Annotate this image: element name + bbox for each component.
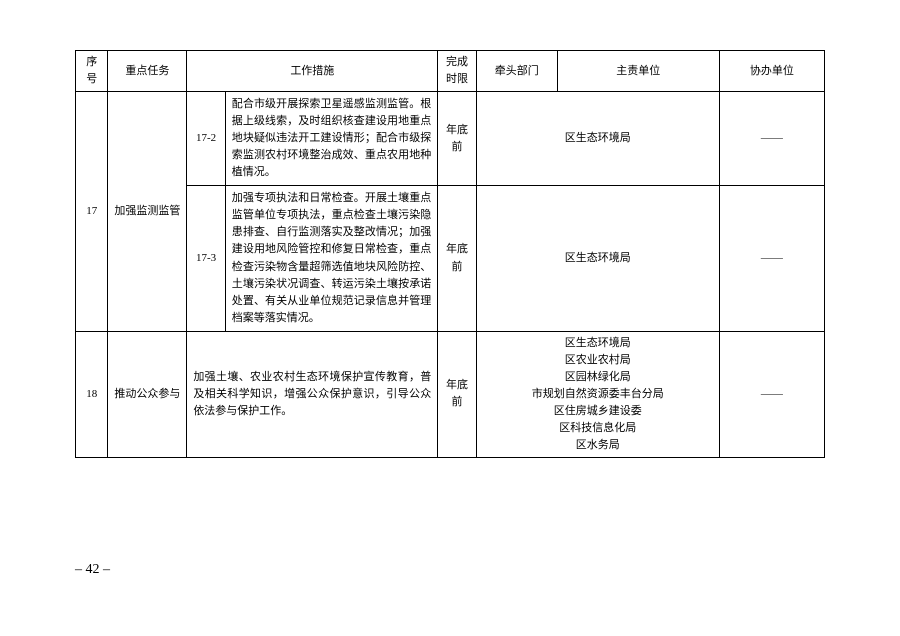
task-table: 序号 重点任务 工作措施 完成 时限 牵头部门 主责单位 协办单位 17 加强监…: [75, 50, 825, 458]
header-responsible: 主责单位: [557, 51, 719, 92]
header-measure: 工作措施: [187, 51, 438, 92]
cell-task: 加强监测监管: [108, 92, 187, 332]
cell-assist: ——: [719, 92, 824, 186]
cell-assist: ——: [719, 186, 824, 331]
header-deadline: 完成 时限: [438, 51, 476, 92]
cell-seq: 18: [76, 331, 108, 457]
cell-task: 推动公众参与: [108, 331, 187, 457]
cell-measure-code: 17-2: [187, 92, 225, 186]
cell-responsible: 区生态环境局: [476, 92, 719, 186]
cell-responsible: 区生态环境局: [476, 186, 719, 331]
cell-assist: ——: [719, 331, 824, 457]
table-row: 18 推动公众参与 加强土壤、农业农村生态环境保护宣传教育，普及相关科学知识，增…: [76, 331, 825, 457]
cell-responsible: 区生态环境局 区农业农村局 区园林绿化局 市规划自然资源委丰台分局 区住房城乡建…: [476, 331, 719, 457]
cell-deadline: 年底前: [438, 331, 476, 457]
header-task: 重点任务: [108, 51, 187, 92]
cell-measure-code: 17-3: [187, 186, 225, 331]
page-number: – 42 –: [75, 562, 110, 578]
cell-seq: 17: [76, 92, 108, 332]
header-lead: 牵头部门: [476, 51, 557, 92]
cell-measure-text: 加强土壤、农业农村生态环境保护宣传教育，普及相关科学知识，增强公众保护意识，引导…: [187, 331, 438, 457]
table-row: 17 加强监测监管 17-2 配合市级开展探索卫星遥感监测监管。根据上级线索，及…: [76, 92, 825, 186]
cell-deadline: 年底前: [438, 186, 476, 331]
table-header-row: 序号 重点任务 工作措施 完成 时限 牵头部门 主责单位 协办单位: [76, 51, 825, 92]
cell-deadline: 年底前: [438, 92, 476, 186]
header-assist: 协办单位: [719, 51, 824, 92]
table-row: 17-3 加强专项执法和日常检查。开展土壤重点监管单位专项执法，重点检查土壤污染…: [76, 186, 825, 331]
cell-measure-text: 加强专项执法和日常检查。开展土壤重点监管单位专项执法，重点检查土壤污染隐患排查、…: [225, 186, 438, 331]
header-seq: 序号: [76, 51, 108, 92]
cell-measure-text: 配合市级开展探索卫星遥感监测监管。根据上级线索，及时组织核查建设用地重点地块疑似…: [225, 92, 438, 186]
